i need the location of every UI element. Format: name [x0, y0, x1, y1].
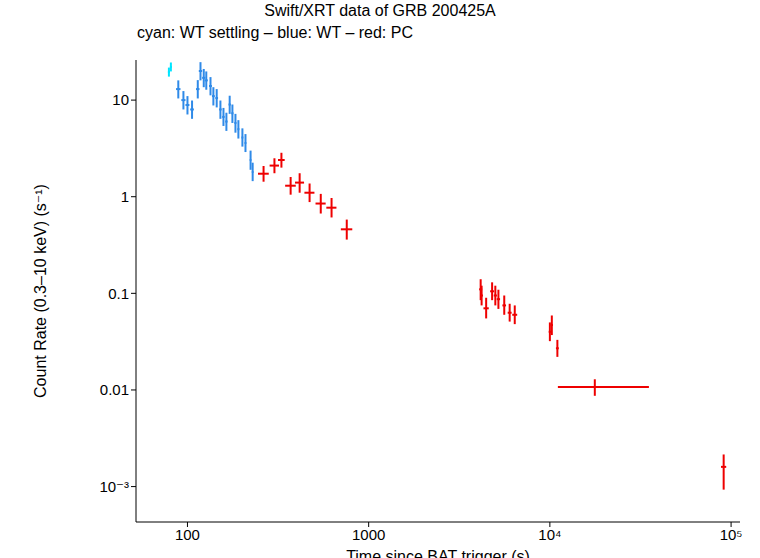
svg-text:10⁻³: 10⁻³	[99, 478, 129, 495]
svg-text:Time since BAT trigger (s): Time since BAT trigger (s)	[346, 548, 530, 558]
svg-text:0.1: 0.1	[108, 285, 129, 302]
svg-text:10: 10	[112, 91, 129, 108]
svg-text:10⁵: 10⁵	[720, 526, 743, 543]
html-text:cyan: WT settling – blue: WT –: cyan: WT settling – blue: WT – red: PC	[137, 24, 413, 41]
html-text:Swift/XRT data of GRB 200425A: Swift/XRT data of GRB 200425A	[264, 2, 496, 19]
svg-text:100: 100	[175, 526, 200, 543]
svg-text:1000: 1000	[352, 526, 385, 543]
svg-text:0.01: 0.01	[100, 381, 129, 398]
svg-text:Count Rate (0.3–10 keV) (s⁻¹): Count Rate (0.3–10 keV) (s⁻¹)	[32, 184, 49, 398]
svg-text:10⁴: 10⁴	[538, 526, 561, 543]
svg-text:1: 1	[121, 188, 129, 205]
